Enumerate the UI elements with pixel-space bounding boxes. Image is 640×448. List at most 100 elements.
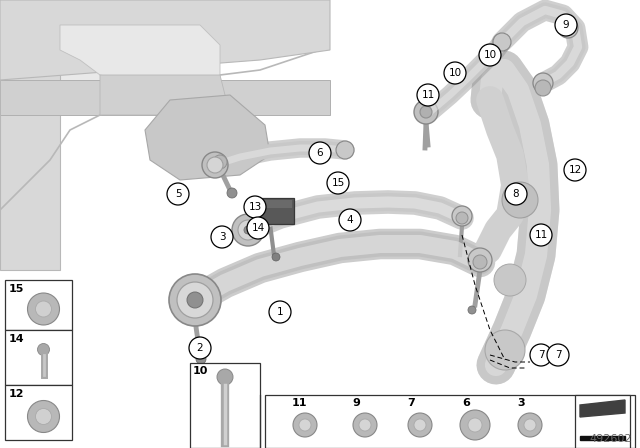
Circle shape	[468, 306, 476, 314]
Bar	[265, 395, 635, 448]
Text: 9: 9	[563, 20, 570, 30]
Polygon shape	[100, 75, 230, 115]
Text: 7: 7	[538, 350, 544, 360]
Circle shape	[35, 409, 51, 425]
Text: 10: 10	[193, 366, 209, 376]
Circle shape	[232, 214, 264, 246]
Circle shape	[244, 226, 252, 234]
Circle shape	[473, 255, 487, 269]
Text: 4: 4	[347, 215, 353, 225]
Circle shape	[502, 182, 538, 218]
Text: 13: 13	[248, 202, 262, 212]
Circle shape	[533, 73, 553, 93]
Polygon shape	[580, 436, 625, 440]
Circle shape	[359, 419, 371, 431]
Circle shape	[524, 419, 536, 431]
Circle shape	[244, 196, 266, 218]
Circle shape	[468, 418, 482, 432]
Circle shape	[535, 80, 551, 96]
Bar	[5, 385, 72, 440]
Polygon shape	[60, 25, 220, 80]
Circle shape	[293, 413, 317, 437]
Text: 6: 6	[317, 148, 323, 158]
Text: 3: 3	[517, 398, 525, 408]
Circle shape	[414, 100, 438, 124]
Polygon shape	[0, 0, 330, 80]
Circle shape	[564, 159, 586, 181]
Circle shape	[444, 62, 466, 84]
Text: 9: 9	[352, 398, 360, 408]
Text: 11: 11	[421, 90, 435, 100]
Text: 5: 5	[175, 189, 181, 199]
Circle shape	[28, 401, 60, 432]
Circle shape	[468, 248, 492, 272]
Circle shape	[28, 293, 60, 325]
Circle shape	[269, 301, 291, 323]
Bar	[190, 363, 260, 448]
Text: 10: 10	[449, 68, 461, 78]
Text: 14: 14	[252, 223, 264, 233]
Circle shape	[479, 44, 501, 66]
Circle shape	[35, 301, 51, 317]
Text: 6: 6	[462, 398, 470, 408]
Text: 12: 12	[9, 389, 24, 399]
Circle shape	[530, 224, 552, 246]
Circle shape	[247, 217, 269, 239]
Bar	[575, 395, 630, 448]
Polygon shape	[145, 95, 270, 180]
Circle shape	[558, 18, 578, 38]
Text: 7: 7	[407, 398, 415, 408]
Circle shape	[213, 155, 227, 169]
Circle shape	[202, 152, 228, 178]
Text: 492602: 492602	[589, 434, 632, 444]
Circle shape	[187, 292, 203, 308]
Circle shape	[299, 419, 311, 431]
Circle shape	[309, 142, 331, 164]
Circle shape	[169, 274, 221, 326]
Text: 15: 15	[332, 178, 344, 188]
Circle shape	[336, 141, 354, 159]
Circle shape	[460, 410, 490, 440]
Circle shape	[505, 183, 527, 205]
Circle shape	[211, 226, 233, 248]
Bar	[5, 280, 72, 330]
Circle shape	[547, 344, 569, 366]
Polygon shape	[0, 0, 320, 180]
Circle shape	[38, 344, 49, 356]
Bar	[5, 330, 72, 385]
Circle shape	[339, 209, 361, 231]
Circle shape	[408, 413, 432, 437]
Circle shape	[177, 282, 213, 318]
Polygon shape	[0, 80, 330, 115]
Circle shape	[167, 183, 189, 205]
Circle shape	[452, 206, 472, 226]
Circle shape	[417, 84, 439, 106]
Text: 12: 12	[568, 165, 582, 175]
Text: 2: 2	[196, 343, 204, 353]
Polygon shape	[580, 400, 625, 417]
Text: 10: 10	[483, 50, 497, 60]
Text: 15: 15	[9, 284, 24, 294]
Circle shape	[189, 337, 211, 359]
Circle shape	[196, 354, 206, 364]
Text: 7: 7	[555, 350, 561, 360]
Circle shape	[420, 106, 432, 118]
Text: 1: 1	[276, 307, 284, 317]
Polygon shape	[0, 0, 60, 270]
Circle shape	[493, 33, 511, 51]
Circle shape	[414, 419, 426, 431]
Bar	[256, 198, 294, 224]
Circle shape	[485, 330, 525, 370]
Circle shape	[207, 157, 223, 173]
Text: 11: 11	[534, 230, 548, 240]
Text: 11: 11	[292, 398, 307, 408]
Text: 8: 8	[513, 189, 519, 199]
Circle shape	[238, 220, 258, 240]
Circle shape	[327, 172, 349, 194]
Text: 3: 3	[219, 232, 225, 242]
Circle shape	[555, 14, 577, 36]
Circle shape	[530, 344, 552, 366]
Circle shape	[494, 264, 526, 296]
Circle shape	[272, 253, 280, 261]
Circle shape	[217, 369, 233, 385]
